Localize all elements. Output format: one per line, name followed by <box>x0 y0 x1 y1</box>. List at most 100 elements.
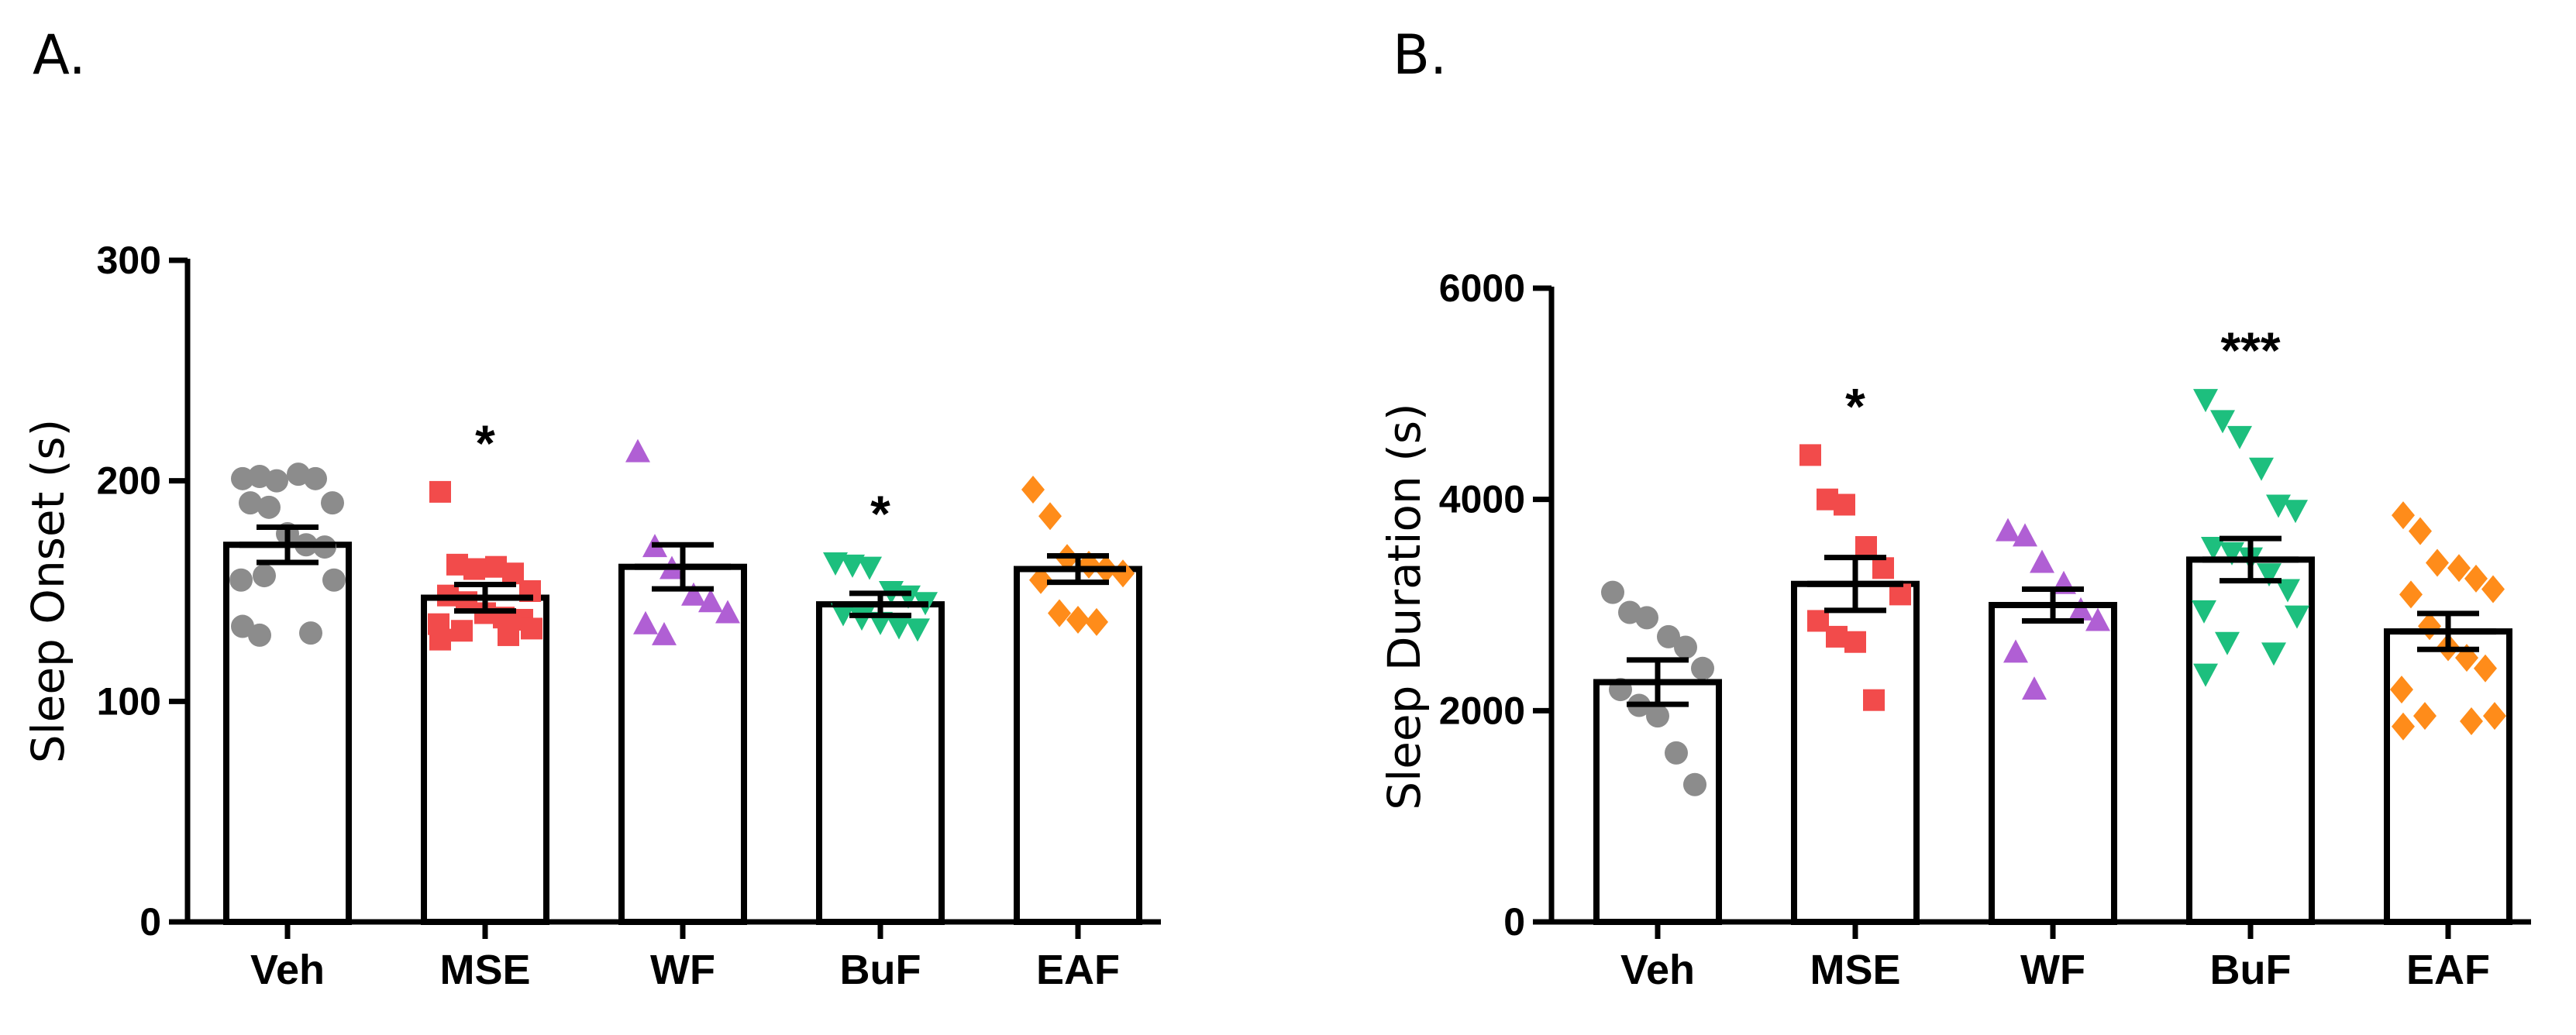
data-point <box>1863 689 1885 711</box>
data-point <box>2192 600 2216 624</box>
category-label: BuF <box>840 947 921 993</box>
data-point <box>2257 563 2282 587</box>
significance-marker: * <box>870 485 890 542</box>
data-point <box>2390 676 2413 704</box>
bar[interactable] <box>2384 628 2512 925</box>
data-point <box>1855 536 1877 559</box>
data-point <box>840 554 865 578</box>
category-label: MSE <box>439 947 530 993</box>
data-point <box>2022 676 2047 700</box>
data-point <box>715 600 740 624</box>
panel-label-b: B. <box>1393 23 1448 87</box>
data-point <box>2215 631 2240 655</box>
data-point <box>1683 772 1706 796</box>
data-point <box>239 491 262 515</box>
data-point <box>2068 597 2093 621</box>
data-point <box>2201 537 2226 561</box>
significance-marker: *** <box>2220 322 2280 379</box>
data-point <box>2483 702 2506 731</box>
data-point <box>304 466 327 490</box>
bar[interactable] <box>421 594 549 925</box>
data-point <box>1066 606 1090 634</box>
data-point <box>1674 635 1697 659</box>
category-label: BuF <box>2210 947 2292 993</box>
bar[interactable] <box>816 601 945 926</box>
data-point <box>2474 654 2497 683</box>
data-point <box>2227 425 2252 449</box>
data-point <box>2220 542 2244 566</box>
data-point <box>1038 502 1062 531</box>
data-point <box>1844 631 1866 653</box>
data-point <box>1635 606 1658 630</box>
y-axis-label: Sleep Onset (s) <box>22 419 74 764</box>
data-point <box>625 438 650 462</box>
data-point <box>1834 493 1855 516</box>
data-point <box>2013 523 2037 547</box>
data-point <box>299 621 322 645</box>
data-point <box>429 628 451 651</box>
data-point <box>2085 607 2110 631</box>
data-point <box>652 621 677 645</box>
data-point <box>2409 517 2432 545</box>
category-label: MSE <box>1810 947 1900 993</box>
data-point <box>857 556 882 580</box>
y-tick-label: 2000 <box>1439 689 1525 732</box>
data-point <box>248 623 271 647</box>
data-point <box>1665 741 1688 765</box>
data-point <box>2261 642 2286 666</box>
data-point <box>2460 707 2483 735</box>
data-point <box>2392 501 2415 530</box>
data-point <box>2481 575 2505 603</box>
chart-panel-b: 0 2000 4000 6000 Sleep Duration (s) Veh MSE * WF… <box>1378 266 2531 993</box>
y-tick-label: 6000 <box>1439 266 1525 310</box>
data-point <box>2003 639 2028 663</box>
data-point <box>905 618 930 642</box>
data-point <box>2392 712 2415 741</box>
data-point <box>2399 580 2423 609</box>
data-point <box>463 558 485 580</box>
data-point <box>2413 702 2437 731</box>
data-point <box>265 469 288 493</box>
data-point <box>521 617 542 640</box>
data-point <box>2447 554 2471 583</box>
data-point <box>1657 624 1680 648</box>
bar[interactable] <box>223 542 352 925</box>
data-point <box>229 568 253 592</box>
data-point <box>2275 579 2300 603</box>
data-point <box>698 589 723 613</box>
data-point <box>322 568 346 592</box>
data-point <box>2285 605 2309 629</box>
data-point <box>1601 580 1624 604</box>
data-point <box>1799 444 1821 466</box>
category-label: WF <box>650 947 715 993</box>
significance-marker: * <box>1845 377 1865 435</box>
data-point <box>2193 389 2218 413</box>
chart-panel-a: 0 100 200 300 Sleep Onset (s) Veh MSE * WF BuF * EA… <box>22 239 1161 993</box>
data-point <box>1646 704 1669 728</box>
category-label: Veh <box>250 947 325 993</box>
y-tick-label: 4000 <box>1439 478 1525 521</box>
data-point <box>823 552 848 576</box>
category-label: EAF <box>2406 947 2490 993</box>
significance-marker: * <box>475 414 495 472</box>
data-point <box>1691 656 1714 680</box>
data-point <box>1872 557 1894 579</box>
data-point <box>2464 564 2488 593</box>
data-point <box>321 491 344 515</box>
data-point <box>2193 663 2218 687</box>
data-point <box>2210 410 2235 434</box>
data-point <box>1996 518 2020 542</box>
data-point <box>831 603 856 627</box>
y-axis-label: Sleep Duration (s) <box>1378 403 1431 810</box>
y-tick-label: 0 <box>139 900 161 944</box>
data-point <box>1085 607 1108 636</box>
data-point <box>1029 566 1052 594</box>
y-tick-label: 300 <box>97 239 161 282</box>
data-point <box>451 620 473 642</box>
y-tick-label: 200 <box>97 459 161 503</box>
data-point <box>429 480 451 503</box>
data-point <box>2426 548 2449 577</box>
data-point <box>2283 500 2308 524</box>
data-point <box>1021 476 1045 504</box>
